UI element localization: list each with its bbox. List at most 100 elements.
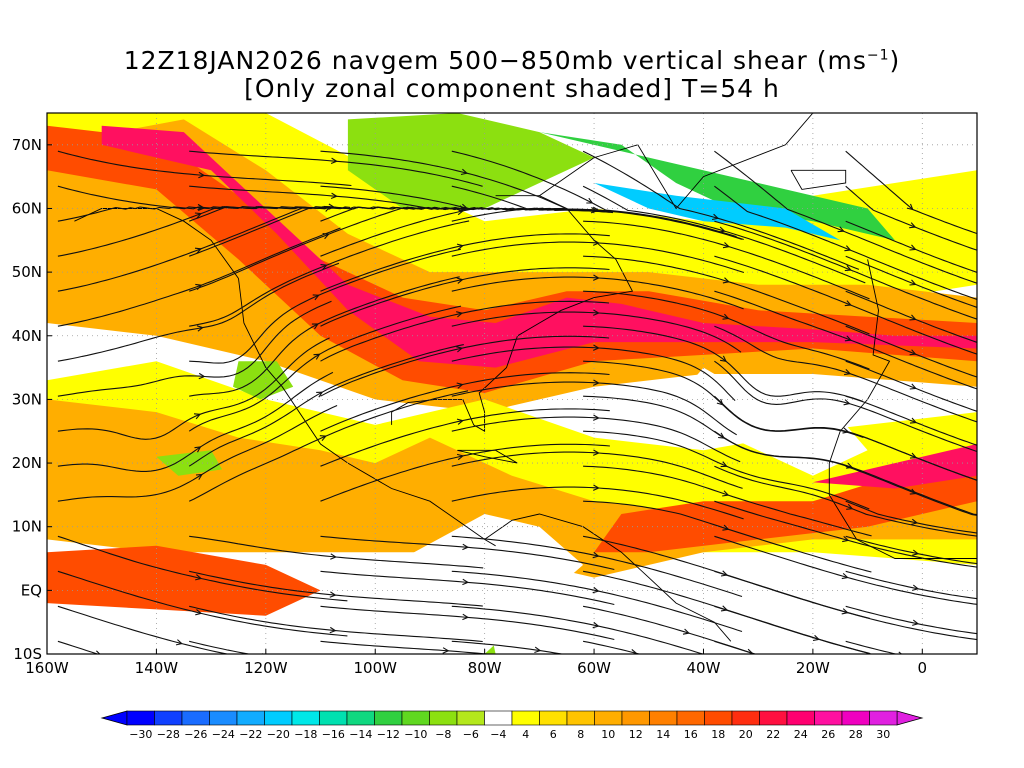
streamline-arrow xyxy=(462,543,470,551)
lat-tick-label: 10N xyxy=(12,518,42,536)
streamline-arrow xyxy=(844,369,852,376)
lat-tick-label: 30N xyxy=(12,390,42,408)
colorbar-label: −8 xyxy=(435,728,451,741)
colorbar-swatch xyxy=(429,710,458,726)
colorbar-swatch xyxy=(731,710,760,726)
lat-tick-label: 50N xyxy=(12,263,42,281)
streamline-arrow xyxy=(912,619,920,626)
lat-tick-label: 20N xyxy=(12,454,42,472)
streamline-arrow xyxy=(198,171,206,179)
streamline-arrow xyxy=(909,488,917,495)
lon-tick-label: 100W xyxy=(354,659,398,677)
shade-cyan-labrador-sea xyxy=(594,183,841,241)
colorbar-label: −28 xyxy=(157,728,180,741)
lat-tick-label: 70N xyxy=(12,136,42,154)
colorbar-swatch xyxy=(374,710,403,726)
streamline-arrow xyxy=(722,242,731,249)
colorbar-swatch xyxy=(704,710,733,726)
shade-equatorial-east-pacific xyxy=(47,545,321,616)
streamline-arrow xyxy=(320,264,328,271)
streamline xyxy=(845,535,977,565)
lon-tick-label: 160W xyxy=(25,659,69,677)
streamline-arrow xyxy=(716,398,724,406)
colorbar-swatch xyxy=(126,710,155,726)
streamline-arrow xyxy=(442,647,450,654)
streamline-arrow xyxy=(592,239,600,246)
lon-tick-label: 0 xyxy=(918,659,928,677)
colorbar-label: 30 xyxy=(876,728,890,741)
streamline xyxy=(189,640,252,654)
streamline xyxy=(451,640,565,654)
colorbar-label: 22 xyxy=(766,728,780,741)
streamline-arrow xyxy=(198,372,206,380)
streamline-arrow xyxy=(906,203,914,211)
streamline-arrow xyxy=(843,399,851,406)
streamline-arrow xyxy=(592,621,600,629)
colorbar-label: 4 xyxy=(522,728,529,741)
colorbar-label: 14 xyxy=(656,728,670,741)
streamline xyxy=(845,570,977,600)
streamline-arrow xyxy=(592,551,600,559)
streamline-arrow xyxy=(630,648,638,654)
streamline-arrow xyxy=(720,570,729,577)
shade-white-central-america xyxy=(375,514,584,654)
streamlines xyxy=(57,150,977,654)
streamline-arrow xyxy=(590,207,598,214)
shade-white-central-atlantic xyxy=(676,367,868,476)
lon-tick-label: 140W xyxy=(135,659,179,677)
streamline-arrow xyxy=(96,650,101,654)
streamline-arrow xyxy=(909,279,917,286)
lon-tick-label: 40W xyxy=(687,659,721,677)
colorbar-label: 16 xyxy=(684,728,698,741)
streamline-arrow xyxy=(534,646,542,654)
streamline-arrow xyxy=(842,427,850,434)
shade-green-california xyxy=(233,361,294,400)
colorbar-swatch xyxy=(676,710,705,726)
streamline-arrow xyxy=(592,309,600,316)
streamline-arrow xyxy=(456,453,465,461)
streamline xyxy=(57,605,230,654)
streamline-arrow xyxy=(909,222,917,229)
streamline-arrow xyxy=(592,586,600,594)
shade-white-south-atlantic xyxy=(621,577,977,654)
colorbar-label: −24 xyxy=(212,728,235,741)
streamline xyxy=(845,150,977,235)
colorbar-label: 6 xyxy=(550,728,557,741)
colorbar-label: 28 xyxy=(849,728,863,741)
streamline-arrow xyxy=(319,435,327,442)
streamline-arrow xyxy=(909,417,918,424)
streamline-arrow xyxy=(898,651,903,654)
shear-shading xyxy=(47,113,977,654)
streamline xyxy=(714,185,977,301)
streamline-arrow xyxy=(592,379,600,386)
lon-tick-label: 80W xyxy=(468,659,502,677)
streamline-arrow xyxy=(316,391,324,398)
streamline-arrow xyxy=(197,204,206,212)
shade-green-hawaii xyxy=(156,450,223,476)
streamline-arrow xyxy=(193,413,202,420)
streamline-arrow xyxy=(460,168,469,176)
streamline-arrow xyxy=(322,233,330,240)
streamline-arrow xyxy=(722,524,730,531)
streamline-arrow xyxy=(912,549,920,556)
lat-tick-label: 60N xyxy=(12,199,42,217)
colorbar-label: 26 xyxy=(821,728,835,741)
streamline-arrow xyxy=(909,383,917,390)
streamline-arrow xyxy=(837,226,845,233)
colorbar-swatch xyxy=(814,710,843,726)
title-text-end: ) xyxy=(889,46,901,75)
title-text: 12Z18JAN2026 navgem 500−850mb vertical s… xyxy=(123,46,867,75)
colorbar-label: 8 xyxy=(577,728,584,741)
streamline-arrow xyxy=(912,584,920,591)
lon-tick-label: 20W xyxy=(796,659,830,677)
colorbar-label: −30 xyxy=(129,728,152,741)
chart-title-line2: [Only zonal component shaded] T=54 h xyxy=(244,74,780,103)
lon-tick-label: 60W xyxy=(577,659,611,677)
streamline-arrow xyxy=(909,244,917,251)
colorbar-label: −22 xyxy=(239,728,262,741)
streamline xyxy=(57,640,100,654)
streamline-arrow xyxy=(722,277,730,284)
colorbar-swatch xyxy=(841,710,870,726)
lon-tick-label: 120W xyxy=(244,659,288,677)
streamline xyxy=(845,605,977,635)
